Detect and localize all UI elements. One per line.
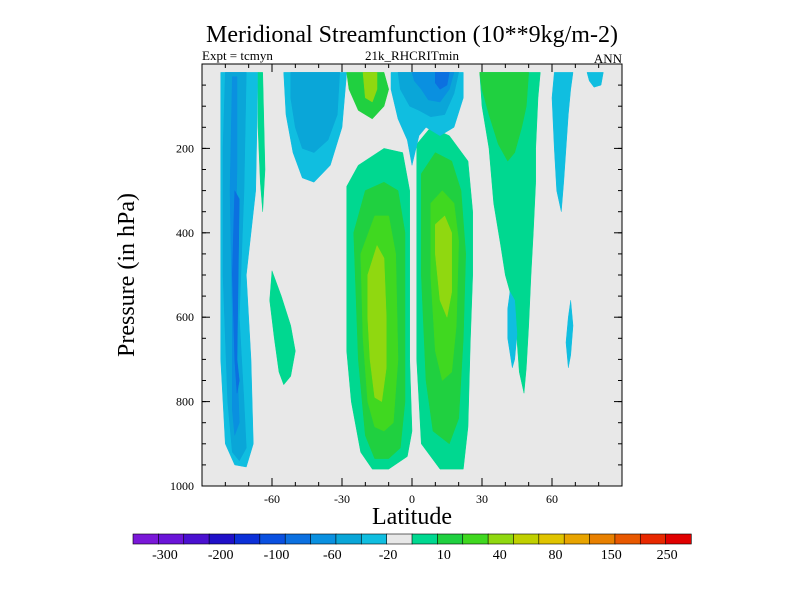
colorbar-swatch	[538, 533, 565, 545]
colorbar-label: -20	[379, 548, 398, 563]
colorbar-label: 150	[601, 548, 622, 563]
contour-nh-blue-finger	[507, 291, 518, 369]
colorbar-swatch	[563, 533, 591, 545]
tick-layer: -60 -30 0 30 60 200 400 600 800 1000	[170, 63, 623, 506]
contour-sh-ferrel-green	[269, 270, 296, 385]
colorbar-swatch	[335, 533, 362, 545]
contour-nh-polar-cyan	[551, 72, 574, 212]
colorbar-swatch	[614, 533, 641, 545]
contour-nh-mid-green	[479, 72, 541, 394]
contour-hadley-s-top-inner	[362, 72, 378, 103]
contour-tropic-blue-core	[435, 72, 450, 90]
colorbar-swatch	[234, 533, 261, 545]
subtitle-center: 21k_RHCRITmin	[365, 48, 459, 63]
chart-title: Meridional Streamfunction (10**9kg/m-2)	[206, 22, 618, 48]
colorbar-label: -200	[208, 548, 234, 563]
colorbar-swatch	[411, 533, 438, 545]
x-tick-label: -30	[334, 492, 350, 506]
contour-nh-polar-thin	[565, 300, 574, 369]
x-tick-label: 0	[409, 492, 415, 506]
colorbar-swatch	[183, 533, 210, 545]
x-axis-label: Latitude	[372, 504, 452, 530]
contour-layer	[220, 72, 604, 470]
contour-sh-thin-green	[257, 72, 266, 212]
colorbar-swatch	[437, 533, 464, 545]
y-tick-label: 400	[176, 226, 194, 240]
subtitle-left: Expt = tcmyn	[202, 48, 273, 63]
contour-nh-mid-lightgreen	[479, 72, 529, 162]
colorbar-label: 40	[493, 548, 507, 563]
colorbar-swatch	[310, 533, 337, 545]
y-tick-label: 1000	[170, 479, 194, 493]
colorbar-label: 10	[437, 548, 451, 563]
contour-hadley-s-core	[367, 245, 387, 402]
colorbar-swatch	[208, 533, 236, 545]
colorbar-swatch	[513, 533, 540, 545]
colorbar: -300 -200 -100 -60 -20 10 40 80 150 250	[132, 533, 692, 563]
colorbar-label: -100	[264, 548, 290, 563]
colorbar-swatch	[284, 533, 312, 545]
contour-nh-pole-cyan	[586, 72, 604, 88]
colorbar-label: 80	[549, 548, 563, 563]
colorbar-swatch	[487, 533, 515, 545]
colorbar-swatch	[639, 533, 667, 545]
y-axis-label: Pressure (in hPa)	[114, 193, 140, 357]
colorbar-swatch	[386, 533, 413, 545]
y-tick-label: 200	[176, 141, 194, 155]
colorbar-swatch	[360, 533, 388, 545]
contour-sh-mid-blue-inner	[290, 72, 340, 153]
x-tick-label: 30	[476, 492, 488, 506]
colorbar-swatch	[259, 533, 286, 545]
colorbar-swatch	[462, 533, 489, 545]
colorbar-label: 250	[657, 548, 678, 563]
x-tick-label: -60	[264, 492, 280, 506]
colorbar-swatch	[665, 533, 692, 545]
colorbar-label: -60	[323, 548, 342, 563]
colorbar-swatch	[158, 533, 185, 545]
colorbar-swatch	[589, 533, 616, 545]
x-tick-label: 60	[546, 492, 558, 506]
contour-hadley-n-core	[435, 215, 452, 318]
contour-sh-polar-core	[232, 190, 240, 394]
y-tick-label: 600	[176, 310, 194, 324]
colorbar-swatch	[132, 533, 159, 545]
y-tick-label: 800	[176, 395, 194, 409]
subtitle-right: ANN	[594, 51, 623, 66]
colorbar-label: -300	[152, 548, 178, 563]
